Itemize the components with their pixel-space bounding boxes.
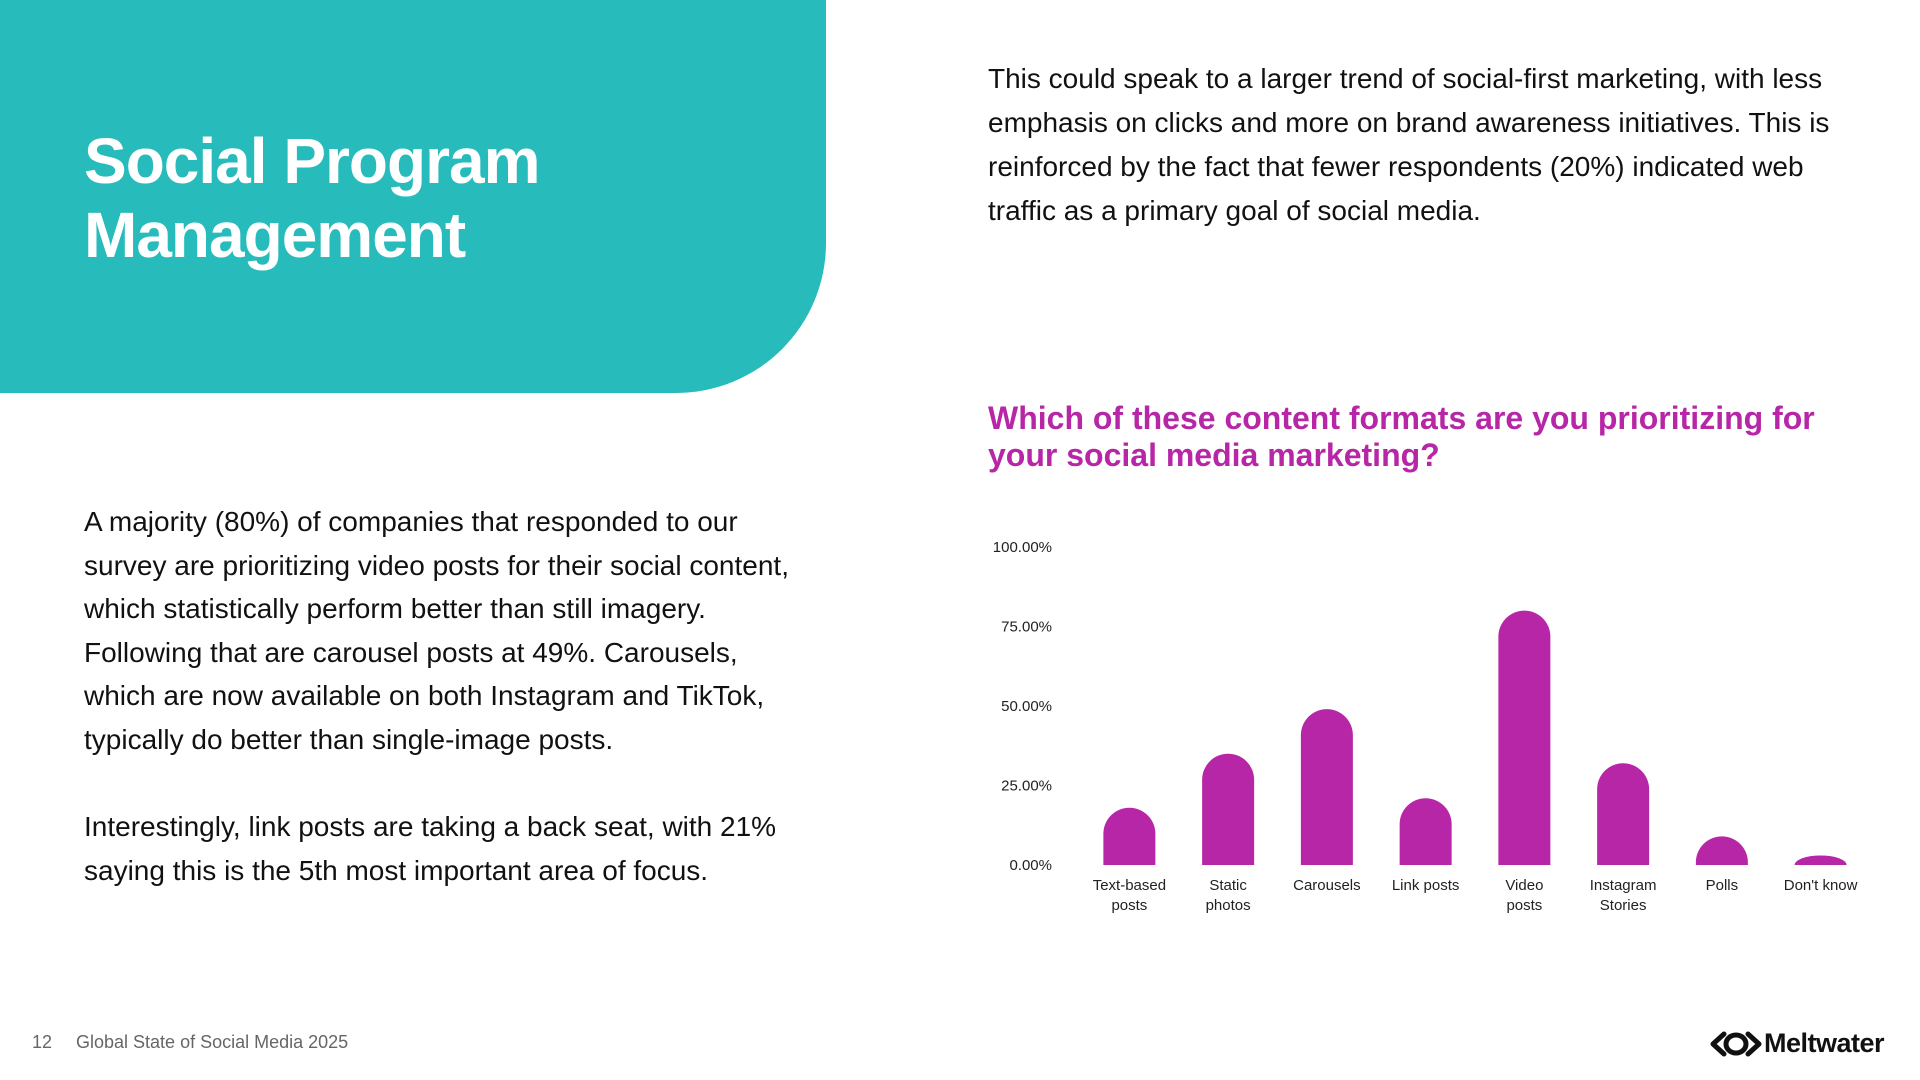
body-paragraph-1: A majority (80%) of companies that respo… bbox=[84, 506, 789, 755]
body-text: A majority (80%) of companies that respo… bbox=[84, 500, 804, 936]
bar bbox=[1399, 798, 1452, 865]
x-tick-label: Video bbox=[1505, 877, 1543, 894]
bar-chart: 0.00% 25.00% 50.00% 75.00% 100.00% Text-based… bbox=[993, 539, 1858, 914]
y-tick-label: 25.00% bbox=[1001, 778, 1052, 795]
x-tick-label: photos bbox=[1206, 897, 1251, 914]
x-tick-label: Instagram bbox=[1590, 877, 1657, 894]
y-tick-label: 100.00% bbox=[993, 539, 1052, 556]
page-title-line-1: Social Program bbox=[84, 125, 540, 197]
x-tick-label: Carousels bbox=[1293, 877, 1361, 894]
x-tick-label: Polls bbox=[1706, 877, 1739, 894]
bar bbox=[1103, 807, 1156, 865]
x-tick-label: Link posts bbox=[1392, 877, 1460, 894]
page-title-line-2: Management bbox=[84, 199, 466, 271]
meltwater-logo-icon bbox=[1710, 1031, 1762, 1056]
chart-title: Which of these content formats are you p… bbox=[988, 400, 1815, 473]
y-tick-label: 75.00% bbox=[1001, 619, 1052, 636]
page-title: Social Program Management bbox=[84, 124, 540, 272]
x-tick-label: posts bbox=[1111, 897, 1147, 914]
x-tick-label: posts bbox=[1506, 897, 1542, 914]
x-tick-label: Stories bbox=[1600, 897, 1647, 914]
x-tick-label: Don't know bbox=[1784, 877, 1858, 894]
bar bbox=[1794, 855, 1847, 865]
footer-label: Global State of Social Media 2025 bbox=[76, 1032, 349, 1052]
body-paragraph-2: Interestingly, link posts are taking a b… bbox=[84, 811, 777, 886]
meltwater-logo: Meltwater bbox=[1710, 1028, 1885, 1059]
x-tick-label: Static bbox=[1209, 877, 1247, 894]
bar bbox=[1202, 753, 1255, 865]
bar bbox=[1695, 836, 1748, 865]
logo-text: Meltwater bbox=[1764, 1028, 1885, 1058]
bar bbox=[1498, 610, 1551, 865]
y-tick-label: 0.00% bbox=[1009, 857, 1052, 874]
hero-banner: Social Program Management bbox=[0, 0, 826, 393]
page-number: 12 bbox=[32, 1032, 53, 1052]
bar bbox=[1300, 709, 1353, 865]
intro-paragraph: This could speak to a larger trend of so… bbox=[988, 63, 1830, 226]
y-tick-label: 50.00% bbox=[1001, 698, 1052, 715]
x-tick-label: Text-based bbox=[1093, 877, 1166, 894]
bar bbox=[1597, 763, 1650, 865]
